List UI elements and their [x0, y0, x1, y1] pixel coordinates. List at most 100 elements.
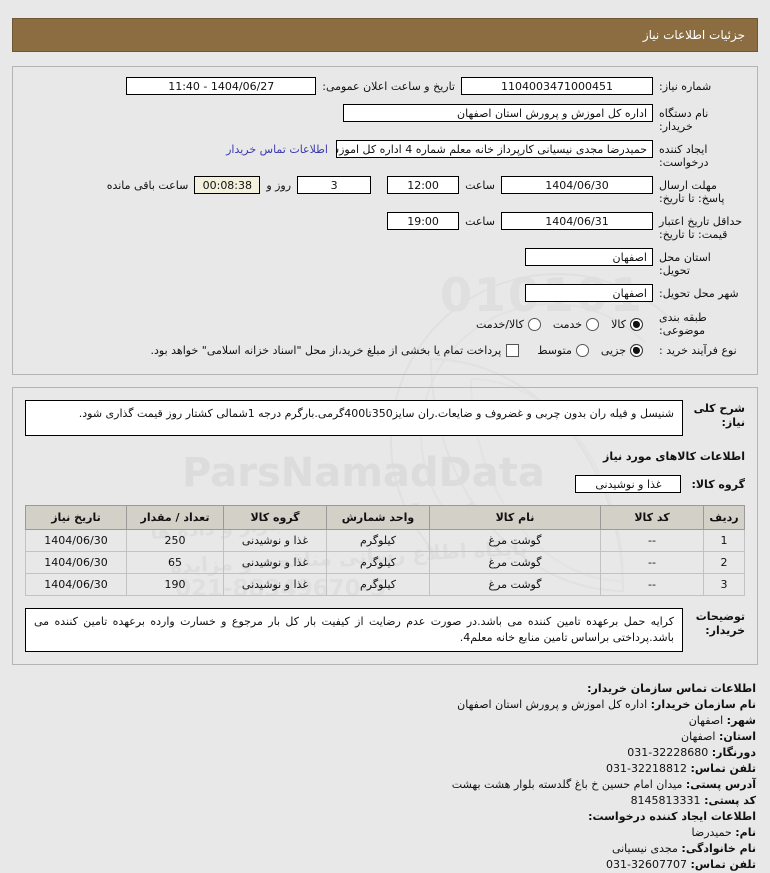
cell-code: --	[600, 529, 704, 552]
requester-heading: اطلاعات ایجاد کننده درخواست:	[588, 810, 756, 823]
col-header-name: نام کالا	[429, 505, 601, 530]
need-details-panel: شرح کلی نیاز: شنیسل و فیله ران بدون چربی…	[12, 387, 758, 665]
field-need-number[interactable]: 1104003471000451	[461, 77, 653, 95]
row-general-description: شرح کلی نیاز: شنیسل و فیله ران بدون چربی…	[25, 400, 745, 436]
cell-unit: کیلوگرم	[326, 529, 430, 552]
need-info-panel: شماره نیاز: 1104003471000451 تاریخ و ساع…	[12, 66, 758, 375]
field-buyer-notes[interactable]: کرایه حمل برعهده تامین کننده می باشد.در …	[25, 608, 683, 652]
label-buyer-org: نام دستگاه خریدار:	[659, 107, 709, 133]
col-header-code: کد کالا	[600, 505, 704, 530]
label-public-announce: تاریخ و ساعت اعلان عمومی:	[322, 80, 455, 93]
contact-province-label: استان:	[719, 730, 756, 743]
col-header-radif: ردیف	[703, 505, 745, 530]
field-buyer-org[interactable]: اداره کل اموزش و پرورش استان اصفهان	[343, 104, 653, 122]
cell-radif: 2	[703, 551, 745, 574]
row-response-deadline: مهلت ارسال پاسخ: تا تاریخ: 1404/06/30 سا…	[25, 176, 745, 205]
row-buyer-org: نام دستگاه خریدار: اداره کل اموزش و پرور…	[25, 104, 745, 133]
cell-name: گوشت مرغ	[429, 529, 601, 552]
cell-unit: کیلوگرم	[326, 573, 430, 596]
field-creator[interactable]: حمیدرضا مجدی نیسیانی کارپرداز خانه معلم …	[336, 140, 653, 158]
items-section-heading: اطلاعات کالاهای مورد نیاز	[603, 450, 745, 463]
cell-date: 1404/06/30	[25, 573, 127, 596]
row-buyer-notes: توضیحات خریدار: کرایه حمل برعهده تامین ک…	[25, 608, 745, 652]
cell-group: غذا و نوشیدنی	[223, 551, 327, 574]
contact-org-name-value: اداره کل اموزش و پرورش استان اصفهان	[457, 698, 648, 711]
contact-postal-label: کد پستی:	[704, 794, 756, 807]
table-row[interactable]: 1 -- گوشت مرغ کیلوگرم غذا و نوشیدنی 250 …	[25, 529, 745, 552]
field-general-description[interactable]: شنیسل و فیله ران بدون چربی و غضروف و ضای…	[25, 400, 683, 436]
row-delivery-city: شهر محل تحویل: اصفهان	[25, 284, 745, 304]
row-creator: ایجاد کننده درخواست: حمیدرضا مجدی نیسیان…	[25, 140, 745, 169]
table-row[interactable]: 2 -- گوشت مرغ کیلوگرم غذا و نوشیدنی 65 1…	[25, 551, 745, 574]
field-remaining-days: 3	[297, 176, 372, 194]
cell-radif: 1	[703, 529, 745, 552]
label-product-group: گروه کالا:	[691, 477, 745, 491]
label-treasury-note: پرداخت تمام یا بخشی از مبلغ خرید،از محل …	[150, 344, 502, 357]
radio-label-category-1: خدمت	[552, 317, 583, 331]
field-product-group[interactable]: غذا و نوشیدنی	[575, 475, 682, 493]
contact-phone-line: تلفن تماس: 32218812-031	[12, 761, 756, 777]
radio-category-kala-khedmat[interactable]	[527, 317, 541, 331]
radio-category-kala[interactable]	[630, 317, 643, 331]
requester-first-name-value: حمیدرضا	[691, 826, 732, 839]
requester-phone-line: تلفن تماس: 32607707-031	[12, 857, 756, 873]
contact-phone-value: 32218812-031	[606, 762, 688, 775]
radio-label-category-0: کالا	[611, 317, 626, 331]
items-table: ردیف کد کالا نام کالا واحد شمارش گروه کا…	[25, 505, 745, 596]
requester-phone-label: تلفن تماس:	[690, 858, 756, 871]
row-category: طبقه بندی موضوعی: کالا خدمت کالا/خدمت	[25, 311, 745, 337]
items-table-header-row: ردیف کد کالا نام کالا واحد شمارش گروه کا…	[25, 505, 745, 530]
col-header-unit: واحد شمارش	[326, 505, 430, 530]
contact-phone-label: تلفن تماس:	[690, 762, 756, 775]
cell-unit: کیلوگرم	[326, 551, 430, 574]
cell-code: --	[600, 573, 704, 596]
radio-label-process-0: جزیی	[600, 344, 626, 357]
checkbox-treasury-bonds[interactable]	[506, 344, 520, 357]
cell-group: غذا و نوشیدنی	[223, 573, 327, 596]
label-remaining-suffix: ساعت باقی مانده	[106, 179, 189, 192]
cell-qty: 65	[126, 551, 224, 574]
row-product-group: گروه کالا: غذا و نوشیدنی	[25, 475, 745, 493]
buyer-contact-link[interactable]: اطلاعات تماس خریدار	[226, 143, 328, 156]
radio-process-jozei[interactable]	[630, 344, 643, 357]
contact-fax-value: 32228680-031	[627, 746, 709, 759]
label-price-validity: حداقل تاریخ اعتبار قیمت: تا تاریخ:	[659, 215, 743, 241]
label-general-description: شرح کلی نیاز:	[693, 402, 745, 429]
label-response-deadline: مهلت ارسال پاسخ: تا تاریخ:	[659, 179, 725, 205]
page-root: جزئیات اطلاعات نیاز شماره نیاز: 11040034…	[0, 18, 770, 873]
cell-date: 1404/06/30	[25, 529, 127, 552]
table-row[interactable]: 3 -- گوشت مرغ کیلوگرم غذا و نوشیدنی 190 …	[25, 573, 745, 596]
label-hour-2: ساعت	[465, 215, 495, 228]
field-price-validity-date[interactable]: 1404/06/31	[501, 212, 653, 230]
label-need-number: شماره نیاز:	[659, 80, 712, 93]
field-price-validity-time[interactable]: 19:00	[387, 212, 460, 230]
field-delivery-city[interactable]: اصفهان	[525, 284, 653, 302]
row-process-type: نوع فرآیند خرید : جزیی متوسط پرداخت تمام…	[25, 344, 745, 357]
requester-last-name-line: نام خانوادگی: مجدی نیسیانی	[12, 841, 756, 857]
requester-last-name-value: مجدی نیسیانی	[611, 842, 678, 855]
radio-process-motavaset[interactable]	[575, 344, 589, 357]
requester-first-name-line: نام: حمیدرضا	[12, 825, 757, 841]
cell-name: گوشت مرغ	[429, 551, 601, 574]
label-creator: ایجاد کننده درخواست:	[659, 143, 709, 169]
requester-first-name-label: نام:	[735, 826, 756, 839]
contact-province-value: اصفهان	[681, 730, 716, 743]
radio-label-process-1: متوسط	[537, 344, 572, 357]
field-response-deadline-date[interactable]: 1404/06/30	[501, 176, 653, 194]
field-delivery-province[interactable]: اصفهان	[525, 248, 653, 266]
contact-postal-line: کد پستی: 8145813331	[12, 793, 756, 809]
field-public-announce[interactable]: 1404/06/27 - 11:40	[126, 77, 317, 95]
field-response-deadline-time[interactable]: 12:00	[387, 176, 460, 194]
contact-address-line: آدرس پستی: میدان امام حسین خ باغ گلدسته …	[12, 777, 756, 793]
label-delivery-city: شهر محل تحویل:	[659, 287, 739, 300]
contact-org-name-line: نام سازمان خریدار: اداره کل اموزش و پرور…	[12, 697, 756, 713]
radio-category-khedmat[interactable]	[586, 317, 600, 331]
page-title-bar: جزئیات اطلاعات نیاز	[12, 18, 758, 52]
col-header-qty: تعداد / مقدار	[126, 505, 224, 530]
field-remaining-time: 00:08:38	[194, 176, 261, 194]
label-buyer-notes: توضیحات خریدار:	[695, 610, 745, 637]
row-delivery-province: استان محل تحویل: اصفهان	[25, 248, 745, 277]
cell-date: 1404/06/30	[25, 551, 127, 574]
label-days-and: روز و	[266, 179, 292, 192]
contact-org-name-label: نام سازمان خریدار:	[650, 698, 756, 711]
